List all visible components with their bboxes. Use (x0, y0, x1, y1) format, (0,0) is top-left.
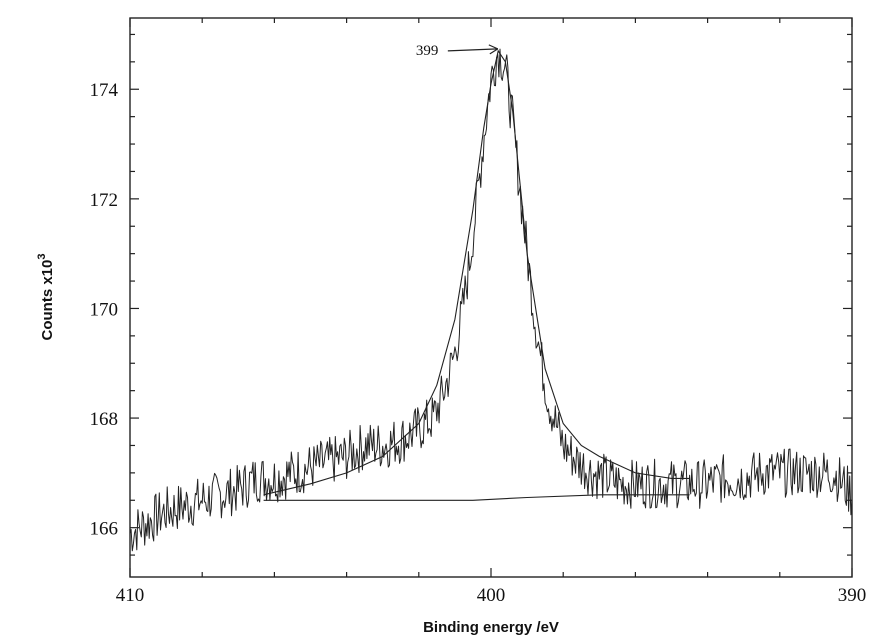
y-tick-label: 172 (90, 190, 119, 211)
tick-labels: 410 400 390 166 168 170 172 174 (90, 80, 867, 606)
peak-annotation-arrow-head (488, 44, 499, 55)
y-tick-label: 168 (90, 409, 119, 430)
y-axis-title: Counts x103 (36, 254, 56, 341)
annotation-layer: 399 (416, 43, 499, 59)
x-axis-title: Binding energy /eV (423, 619, 559, 636)
y-axis-title-main: Counts x10 (39, 260, 56, 341)
y-tick-label: 170 (90, 299, 119, 320)
x-tick-label: 410 (116, 585, 145, 606)
raw-spectrum-line (129, 48, 853, 552)
peak-annotation-label: 399 (416, 43, 439, 59)
peak-annotation-arrow-shaft (447, 48, 498, 52)
axis-ticks (129, 18, 853, 577)
series-layer (129, 48, 853, 552)
background-line (263, 494, 690, 501)
y-tick-label: 166 (90, 519, 119, 540)
x-tick-label: 390 (838, 585, 867, 606)
x-tick-label: 400 (477, 585, 506, 606)
y-tick-label: 174 (90, 80, 119, 101)
fitted-peak-line (263, 49, 690, 496)
plot-frame (129, 17, 853, 578)
y-axis-title-superscript: 3 (36, 254, 48, 260)
